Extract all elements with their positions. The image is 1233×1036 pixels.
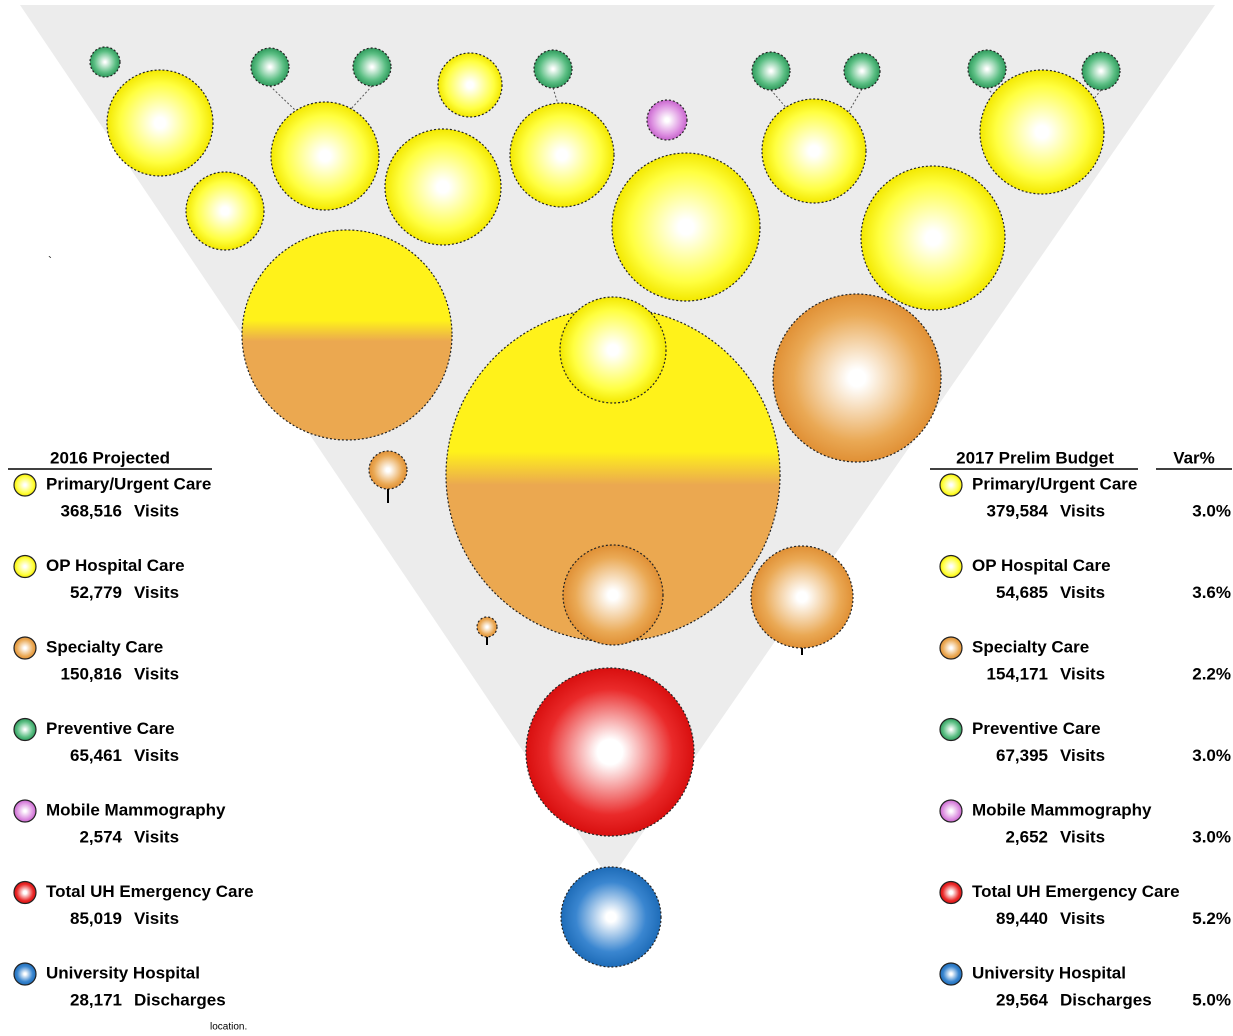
bubble [185,171,265,251]
legend-icon [939,473,963,497]
bubble [1081,51,1121,91]
header: 2016 Projected [50,448,170,467]
value: 29,564 [996,990,1049,1009]
legend-icon [13,799,37,823]
var: 2.2% [1192,664,1231,683]
header: 2017 Prelim Budget [956,448,1114,467]
var: 3.0% [1192,501,1231,520]
bubble [772,293,942,463]
legend-label: Mobile Mammography [972,800,1152,819]
unit: Visits [1060,664,1105,683]
unit: Visits [1060,583,1105,602]
value: 2,652 [1005,827,1048,846]
legend-icon [939,880,963,905]
bubble [843,52,881,90]
legend-label: Total UH Emergency Care [972,882,1180,901]
legend-label: Primary/Urgent Care [972,474,1137,493]
unit: Visits [134,501,179,520]
legend-icon [13,717,37,742]
unit: Visits [134,827,179,846]
unit: Visits [1060,746,1105,765]
legend-label: Specialty Care [46,637,163,656]
bubble [89,46,121,78]
bubble [611,152,761,302]
legend-label: OP Hospital Care [46,556,185,575]
var: 5.0% [1192,990,1231,1009]
bubble [979,69,1105,195]
unit: Discharges [134,990,226,1009]
bubble [860,165,1006,311]
legend-icon [939,717,963,742]
header: Var% [1173,448,1215,467]
legend-label: Specialty Care [972,637,1089,656]
value: 368,516 [61,501,122,520]
var: 3.0% [1192,746,1231,765]
bubble [250,47,290,87]
unit: Visits [1060,827,1105,846]
legend-icon [939,962,963,986]
unit: Visits [1060,909,1105,928]
bubble [562,544,664,646]
bubble [384,128,502,246]
note: ` [48,254,52,268]
bubble [525,667,695,837]
value: 28,171 [70,990,122,1009]
unit: Visits [1060,501,1105,520]
unit: Visits [134,746,179,765]
bubble [476,616,498,638]
legend-label: Primary/Urgent Care [46,474,211,493]
unit: Discharges [1060,990,1152,1009]
legend-icon [939,799,963,823]
bubble [368,450,408,490]
bubble [559,296,667,404]
legend-label: Preventive Care [972,719,1101,738]
bubble [437,52,503,118]
legend-label: Total UH Emergency Care [46,882,254,901]
bubble [533,49,573,89]
legend-label: University Hospital [46,963,200,982]
bubble [270,101,380,211]
unit: Visits [134,583,179,602]
note: location. [210,1022,247,1033]
var: 3.0% [1192,827,1231,846]
value: 89,440 [996,909,1048,928]
legend-icon [939,636,963,660]
legend-label: University Hospital [972,963,1126,982]
value: 52,779 [70,583,122,602]
unit: Visits [134,909,179,928]
bubble [751,51,791,91]
legend-icon [13,880,37,905]
var: 3.6% [1192,583,1231,602]
bubble [750,545,854,649]
value: 154,171 [987,664,1048,683]
value: 54,685 [996,583,1048,602]
legend-icon [13,962,37,986]
bubble [560,866,662,968]
value: 85,019 [70,909,122,928]
bubbles [89,46,1121,968]
value: 65,461 [70,746,122,765]
value: 379,584 [987,501,1049,520]
value: 2,574 [79,827,122,846]
bubble [445,307,781,643]
legend-icon [13,473,37,497]
unit: Visits [134,664,179,683]
bubble [106,69,214,177]
legend-label: OP Hospital Care [972,556,1111,575]
bubble [967,49,1007,89]
bubble [509,102,615,208]
legend-icon [13,636,37,660]
value: 150,816 [61,664,122,683]
bubble [241,229,453,441]
legend-icon [939,554,963,579]
value: 67,395 [996,746,1048,765]
var: 5.2% [1192,909,1231,928]
bubble [761,98,867,204]
bubble [646,99,688,141]
bubble [352,47,392,87]
legend-icon [13,554,37,579]
legend-label: Mobile Mammography [46,800,226,819]
legend-label: Preventive Care [46,719,175,738]
